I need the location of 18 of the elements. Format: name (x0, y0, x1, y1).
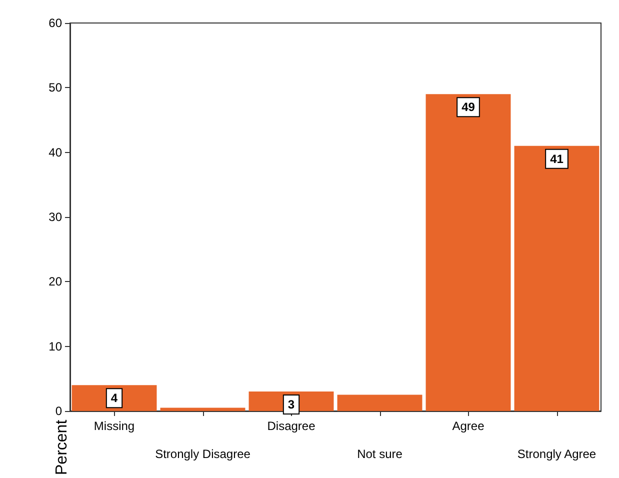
y-tick-label: 0 (55, 404, 62, 418)
y-tick-label: 50 (48, 80, 62, 95)
data-label: 41 (550, 152, 564, 166)
x-tick-label: Not sure (357, 446, 403, 461)
x-tick-label: Agree (452, 418, 485, 433)
y-tick-label: 20 (48, 274, 62, 289)
y-axis-title: Percent (54, 419, 70, 475)
data-label: 3 (288, 398, 295, 412)
data-label: 49 (462, 100, 476, 114)
x-tick-label: Disagree (267, 418, 316, 433)
x-tick-label: Strongly Agree (517, 446, 596, 461)
data-label: 4 (110, 391, 118, 406)
y-tick-label: 60 (48, 16, 62, 30)
x-tick-label: Missing (94, 418, 135, 433)
x-tick-label: Strongly Disagree (155, 446, 251, 461)
y-tick-label: 40 (48, 145, 62, 160)
y-tick-label: 10 (48, 339, 62, 354)
y-tick-label: 30 (48, 210, 62, 224)
